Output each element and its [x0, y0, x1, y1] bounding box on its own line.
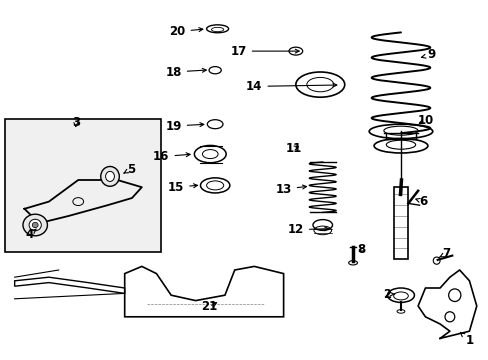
- Text: 3: 3: [72, 116, 80, 129]
- Text: 19: 19: [165, 120, 203, 132]
- Text: 14: 14: [245, 80, 336, 93]
- Ellipse shape: [29, 219, 41, 231]
- Ellipse shape: [105, 171, 114, 181]
- Text: 4: 4: [25, 228, 36, 241]
- Text: 2: 2: [383, 288, 393, 301]
- Text: 11: 11: [285, 142, 301, 155]
- Text: 12: 12: [287, 223, 328, 236]
- Text: 7: 7: [438, 247, 449, 260]
- Text: 9: 9: [421, 48, 434, 61]
- Ellipse shape: [101, 166, 119, 186]
- Text: 16: 16: [153, 150, 190, 163]
- Text: 15: 15: [167, 181, 197, 194]
- Text: 21: 21: [201, 300, 217, 313]
- Ellipse shape: [32, 222, 38, 228]
- Text: 5: 5: [123, 163, 135, 176]
- Text: 17: 17: [230, 45, 299, 58]
- Text: 18: 18: [165, 66, 206, 78]
- Text: 1: 1: [459, 333, 472, 347]
- Text: 8: 8: [357, 243, 365, 256]
- Bar: [5, 119, 161, 252]
- Text: 13: 13: [275, 183, 306, 195]
- Text: 6: 6: [415, 195, 427, 208]
- Ellipse shape: [23, 214, 47, 236]
- Text: 20: 20: [169, 25, 203, 38]
- Text: 10: 10: [416, 114, 433, 127]
